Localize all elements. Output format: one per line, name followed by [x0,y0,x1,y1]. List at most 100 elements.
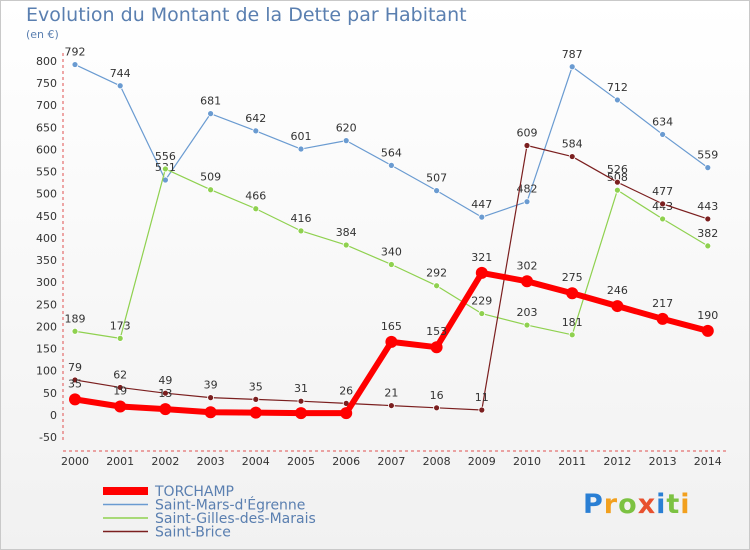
data-label: 642 [245,112,266,125]
data-label: 584 [562,138,583,151]
data-point [566,287,579,300]
data-point [387,261,395,268]
data-label: 634 [652,115,673,128]
data-label: 229 [471,295,492,308]
data-label: 340 [381,245,402,258]
data-point [295,407,307,420]
data-point [69,393,81,406]
y-tick-label: -50 [39,431,57,444]
y-tick-label: 800 [36,55,57,68]
data-label: 13 [158,387,172,400]
data-point [704,164,712,172]
data-label: 26 [339,384,353,397]
data-label: 35 [68,377,82,390]
data-label: 11 [475,391,489,404]
data-point [611,300,624,313]
data-label: 712 [607,81,628,94]
y-tick-label: 200 [36,320,57,333]
y-tick-label: 350 [36,254,57,267]
data-label: 217 [652,297,673,310]
data-point [204,406,217,419]
data-point [387,402,395,409]
data-label: 21 [384,387,398,400]
data-point [430,341,443,354]
data-point [297,227,305,235]
data-label: 203 [517,306,538,319]
data-point [704,215,712,223]
data-point [297,397,305,405]
data-label: 292 [426,267,447,280]
data-point [252,127,260,135]
data-point [159,403,172,416]
y-tick-label: 0 [50,409,57,422]
data-point [71,327,79,335]
y-tick-label: 250 [36,298,57,311]
x-tick-label: 2004 [242,455,270,468]
data-point [207,394,215,402]
x-tick-label: 2011 [558,455,586,468]
data-point [523,321,531,329]
legend-label: TORCHAMP [154,484,234,500]
data-label: 173 [110,319,131,332]
data-point [478,406,486,414]
y-tick-label: 50 [43,387,57,400]
data-point [340,407,353,420]
data-point [659,215,666,223]
data-label: 443 [697,200,718,213]
data-point [71,61,79,68]
x-tick-label: 2013 [649,455,677,468]
data-label: 620 [336,122,357,135]
data-label: 39 [204,379,218,392]
y-tick-label: 400 [36,232,57,245]
legend-label: Saint-Brice [155,525,231,541]
data-point [116,334,124,342]
chart-title: Evolution du Montant de la Dette par Hab… [26,4,467,26]
x-tick-label: 2002 [151,455,179,468]
x-tick-label: 2007 [377,455,405,468]
data-point [701,324,714,337]
data-point [342,241,350,249]
data-point [433,282,441,290]
data-point [521,275,533,288]
data-point [114,400,127,413]
data-label: 190 [697,309,718,322]
x-tick-label: 2003 [197,455,225,468]
data-label: 609 [517,126,538,139]
data-point [568,331,576,339]
data-label: 35 [249,380,263,393]
data-label: 62 [113,368,127,381]
x-tick-label: 2000 [61,455,89,468]
y-tick-label: 700 [36,99,57,112]
y-tick-label: 550 [36,166,57,179]
data-point [523,198,531,206]
data-label: 681 [200,95,221,108]
data-label: 508 [607,171,628,184]
data-label: 787 [562,48,583,61]
data-point [659,200,666,208]
y-tick-label: 650 [36,121,57,134]
data-point [342,137,350,145]
data-label: 556 [155,150,176,163]
data-label: 49 [158,374,172,387]
data-label: 482 [517,183,538,196]
data-point [478,213,486,221]
data-label: 165 [381,320,402,333]
data-point [478,310,486,317]
y-tick-label: 600 [36,143,57,156]
x-tick-label: 2005 [287,455,315,468]
series-line-saint-brice [74,144,708,411]
y-tick-label: 150 [36,343,57,356]
data-point [297,145,305,153]
x-tick-label: 2009 [468,455,496,468]
data-point [656,312,669,325]
y-tick-label: 100 [36,365,57,378]
data-label: 477 [652,185,673,198]
legend-label: Saint-Mars-d'Égrenne [155,497,305,514]
data-label: 507 [426,172,447,185]
data-label: 302 [517,259,538,272]
data-point [249,406,262,419]
data-point [116,384,124,391]
x-tick-label: 2014 [694,455,722,468]
data-point [568,63,576,71]
y-tick-label: 750 [36,77,57,90]
